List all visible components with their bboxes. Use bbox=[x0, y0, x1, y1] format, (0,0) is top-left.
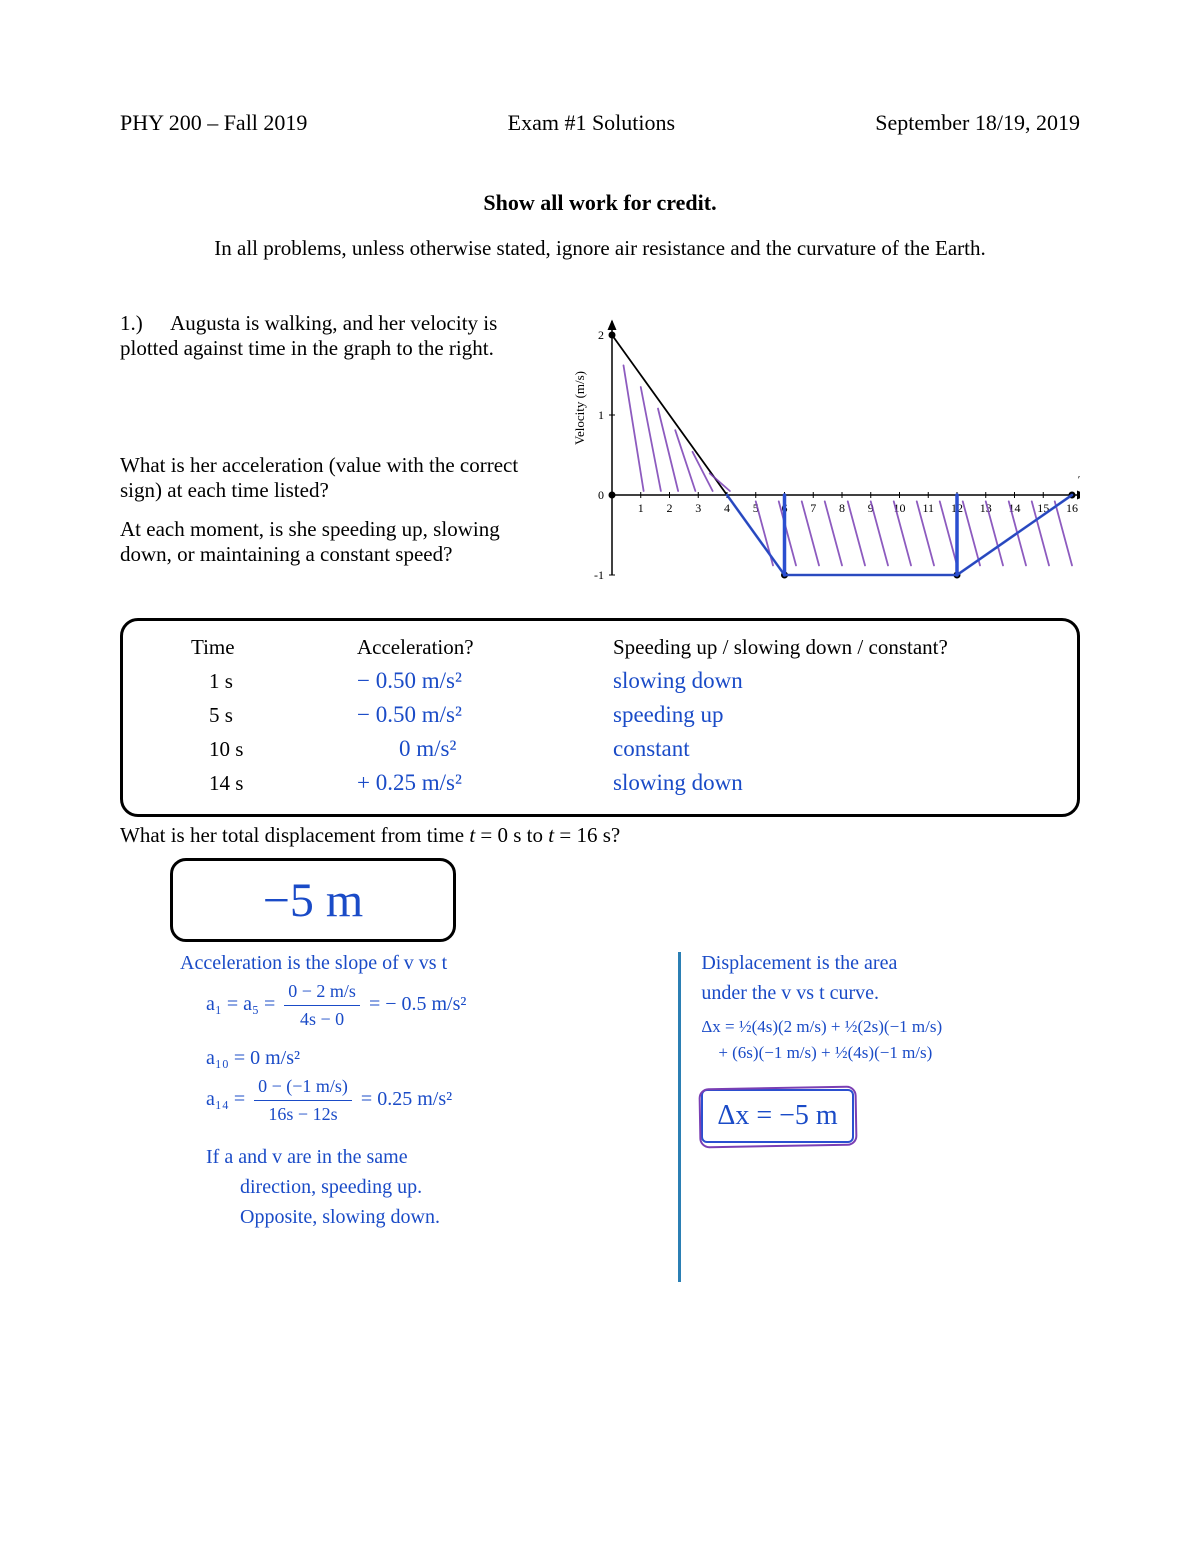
table-row: 10 s 0 m/s² constant bbox=[183, 732, 1037, 766]
svg-text:11: 11 bbox=[922, 501, 934, 515]
instructions: In all problems, unless otherwise stated… bbox=[120, 236, 1080, 261]
fraction-num: 0 − 2 m/s bbox=[284, 978, 360, 1006]
table-row: 1 s − 0.50 m/s² slowing down bbox=[183, 664, 1037, 698]
cell-state: speeding up bbox=[605, 698, 1037, 732]
cell-time: 5 s bbox=[183, 698, 349, 732]
svg-text:Time (s): Time (s) bbox=[1078, 473, 1080, 488]
graph-svg: 12345678910111213141516-1012Time (s)Velo… bbox=[570, 311, 1080, 601]
svg-text:3: 3 bbox=[695, 501, 701, 515]
work-separator bbox=[678, 952, 681, 1282]
svg-text:2: 2 bbox=[598, 328, 604, 342]
cell-time: 1 s bbox=[183, 664, 349, 698]
q1-sub-b: At each moment, is she speeding up, slow… bbox=[120, 517, 550, 567]
svg-text:Velocity (m/s): Velocity (m/s) bbox=[572, 371, 587, 445]
page-title: Show all work for credit. bbox=[120, 190, 1080, 216]
table-row: 5 s − 0.50 m/s² speeding up bbox=[183, 698, 1037, 732]
answer-table-box: Time Acceleration? Speeding up / slowing… bbox=[120, 618, 1080, 817]
work-line: + (6s)(−1 m/s) + ½(4s)(−1 m/s) bbox=[701, 1040, 1080, 1066]
fraction-den: 16s − 12s bbox=[254, 1101, 352, 1128]
svg-text:8: 8 bbox=[839, 501, 845, 515]
fraction: 0 − 2 m/s 4s − 0 bbox=[284, 978, 360, 1033]
displacement-answer: −5 m bbox=[263, 873, 363, 928]
boxed-answer-wrap: Δx = −5 m bbox=[701, 1089, 1080, 1143]
fraction-den: 4s − 0 bbox=[284, 1006, 360, 1033]
fraction-num: 0 − (−1 m/s) bbox=[254, 1073, 352, 1101]
svg-text:0: 0 bbox=[598, 488, 604, 502]
table-row: 14 s + 0.25 m/s² slowing down bbox=[183, 766, 1037, 800]
col-time: Time bbox=[183, 631, 349, 664]
svg-text:16: 16 bbox=[1066, 501, 1078, 515]
svg-text:4: 4 bbox=[724, 501, 730, 515]
answer-table: Time Acceleration? Speeding up / slowing… bbox=[183, 631, 1037, 800]
work-line: a₁₀ = 0 m/s² bbox=[206, 1043, 658, 1073]
page: PHY 200 – Fall 2019 Exam #1 Solutions Se… bbox=[0, 0, 1200, 1553]
cell-accel: + 0.25 m/s² bbox=[349, 766, 605, 800]
header-center: Exam #1 Solutions bbox=[508, 110, 675, 136]
work-fragment: = 0.25 m/s² bbox=[361, 1088, 452, 1110]
cell-time: 14 s bbox=[183, 766, 349, 800]
cell-accel: − 0.50 m/s² bbox=[349, 664, 605, 698]
header: PHY 200 – Fall 2019 Exam #1 Solutions Se… bbox=[120, 110, 1080, 136]
svg-text:1: 1 bbox=[638, 501, 644, 515]
cell-state: slowing down bbox=[605, 664, 1037, 698]
work-line: Acceleration is the slope of v vs t bbox=[180, 948, 658, 978]
q1-intro: Augusta is walking, and her velocity is … bbox=[120, 311, 497, 360]
work-line: a₁₄ = 0 − (−1 m/s) 16s − 12s = 0.25 m/s² bbox=[206, 1073, 658, 1128]
work-line: Displacement is the area bbox=[701, 948, 1080, 978]
cell-time: 10 s bbox=[183, 732, 349, 766]
displacement-answer-box: −5 m bbox=[170, 858, 456, 942]
question-1-text: 1.) Augusta is walking, and her velocity… bbox=[120, 311, 550, 567]
svg-text:1: 1 bbox=[598, 408, 604, 422]
work-line: under the v vs t curve. bbox=[701, 978, 1080, 1008]
col-accel: Acceleration? bbox=[349, 631, 605, 664]
q1-sub-a: What is her acceleration (value with the… bbox=[120, 453, 550, 503]
table-header-row: Time Acceleration? Speeding up / slowing… bbox=[183, 631, 1037, 664]
question-1-row: 1.) Augusta is walking, and her velocity… bbox=[120, 311, 1080, 606]
header-right: September 18/19, 2019 bbox=[875, 110, 1080, 136]
cell-accel: 0 m/s² bbox=[349, 732, 605, 766]
svg-text:7: 7 bbox=[810, 501, 816, 515]
work-fragment: a₁₄ = bbox=[206, 1088, 250, 1110]
velocity-time-graph: 12345678910111213141516-1012Time (s)Velo… bbox=[570, 311, 1080, 606]
header-left: PHY 200 – Fall 2019 bbox=[120, 110, 307, 136]
work-line: Δx = ½(4s)(2 m/s) + ½(2s)(−1 m/s) bbox=[701, 1014, 1080, 1040]
work-right-column: Displacement is the area under the v vs … bbox=[701, 948, 1080, 1282]
cell-accel: − 0.50 m/s² bbox=[349, 698, 605, 732]
cell-state: slowing down bbox=[605, 766, 1037, 800]
displacement-question: What is her total displacement from time… bbox=[120, 823, 1080, 848]
fraction: 0 − (−1 m/s) 16s − 12s bbox=[254, 1073, 352, 1128]
work-line: a₁ = a₅ = 0 − 2 m/s 4s − 0 = − 0.5 m/s² bbox=[206, 978, 658, 1033]
svg-text:2: 2 bbox=[667, 501, 673, 515]
work-fragment: a₁ = a₅ = bbox=[206, 993, 280, 1015]
work-area: Acceleration is the slope of v vs t a₁ =… bbox=[180, 948, 1080, 1282]
work-line: Opposite, slowing down. bbox=[240, 1202, 658, 1232]
cell-state: constant bbox=[605, 732, 1037, 766]
q1-number: 1.) bbox=[120, 311, 166, 336]
boxed-answer: Δx = −5 m bbox=[701, 1089, 853, 1143]
work-line: If a and v are in the same bbox=[206, 1142, 658, 1172]
col-state: Speeding up / slowing down / constant? bbox=[605, 631, 1037, 664]
work-left-column: Acceleration is the slope of v vs t a₁ =… bbox=[180, 948, 658, 1282]
svg-text:-1: -1 bbox=[594, 568, 604, 582]
work-line: direction, speeding up. bbox=[240, 1172, 658, 1202]
work-fragment: = − 0.5 m/s² bbox=[369, 993, 466, 1015]
